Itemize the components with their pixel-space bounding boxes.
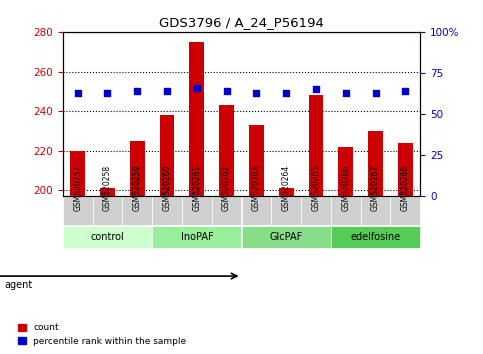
Bar	[122, 196, 152, 225]
Bar	[182, 196, 212, 225]
Point	[104, 90, 112, 96]
Bar	[249, 125, 264, 196]
Text: GSM520259: GSM520259	[133, 164, 142, 211]
Bar	[390, 196, 420, 225]
Bar	[338, 147, 353, 196]
Bar	[368, 131, 383, 196]
Legend: count, percentile rank within the sample: count, percentile rank within the sample	[14, 320, 190, 349]
Text: GSM520258: GSM520258	[103, 164, 112, 211]
Bar	[70, 151, 85, 196]
Text: GSM520262: GSM520262	[222, 164, 231, 211]
Bar	[309, 95, 324, 196]
Point	[163, 88, 171, 94]
Bar	[212, 196, 242, 225]
Bar	[100, 188, 115, 196]
Point	[372, 90, 380, 96]
Text: InoPAF: InoPAF	[181, 232, 213, 242]
Bar	[279, 188, 294, 196]
Bar	[301, 196, 331, 225]
Bar	[159, 115, 174, 196]
Bar	[271, 196, 301, 225]
Point	[401, 88, 409, 94]
Point	[253, 90, 260, 96]
Text: GSM520260: GSM520260	[163, 164, 171, 211]
Point	[74, 90, 82, 96]
Text: agent: agent	[5, 280, 33, 290]
Text: control: control	[91, 232, 124, 242]
Text: GSM520265: GSM520265	[312, 164, 320, 211]
Text: GSM520257: GSM520257	[73, 164, 82, 211]
Bar	[242, 196, 271, 225]
Bar	[93, 196, 122, 225]
Point	[342, 90, 350, 96]
Point	[312, 87, 320, 92]
Bar	[152, 226, 242, 248]
Point	[133, 88, 141, 94]
Text: edelfosine: edelfosine	[350, 232, 401, 242]
Bar	[331, 196, 361, 225]
Title: GDS3796 / A_24_P56194: GDS3796 / A_24_P56194	[159, 16, 324, 29]
Text: GSM520268: GSM520268	[401, 164, 410, 211]
Bar	[189, 42, 204, 196]
Point	[282, 90, 290, 96]
Text: GSM520264: GSM520264	[282, 164, 291, 211]
Bar	[63, 196, 93, 225]
Bar	[361, 196, 390, 225]
Text: GSM520263: GSM520263	[252, 164, 261, 211]
Bar	[398, 143, 413, 196]
Bar	[152, 196, 182, 225]
Text: GSM520261: GSM520261	[192, 164, 201, 211]
Bar	[219, 105, 234, 196]
Bar	[331, 226, 420, 248]
Text: GlcPAF: GlcPAF	[270, 232, 303, 242]
Bar	[242, 226, 331, 248]
Point	[223, 88, 230, 94]
Text: GSM520266: GSM520266	[341, 164, 350, 211]
Bar	[63, 226, 152, 248]
Bar	[130, 141, 145, 196]
Point	[193, 85, 201, 91]
Text: GSM520267: GSM520267	[371, 164, 380, 211]
